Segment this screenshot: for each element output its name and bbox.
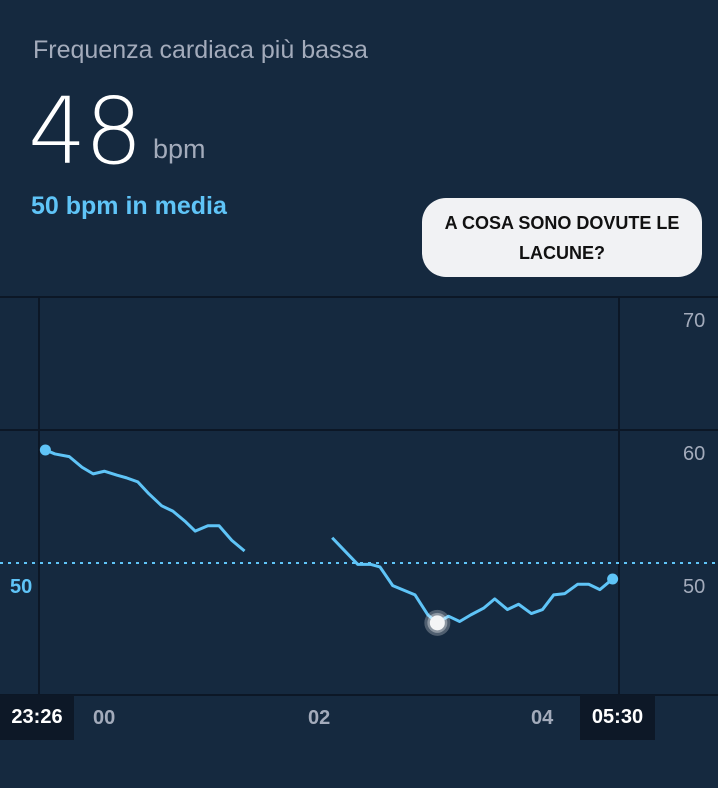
x-tick-label: 00 <box>93 707 116 729</box>
heart-rate-line-segment <box>331 536 614 625</box>
start-time-label: 23:26 <box>0 695 74 740</box>
gaps-info-button[interactable]: A COSA SONO DOVUTE LE LACUNE? <box>422 198 702 277</box>
end-point <box>607 573 619 585</box>
x-tick-label: 04 <box>531 707 554 729</box>
x-tick-label: 02 <box>308 707 331 729</box>
average-label: 50 <box>10 576 33 598</box>
y-tick-label: 60 <box>683 443 706 465</box>
heart-rate-line-segment <box>44 448 246 553</box>
average-text: 50 bpm in media <box>31 192 227 220</box>
metric-value: 48 <box>28 78 143 185</box>
metric-title: Frequenza cardiaca più bassa <box>33 36 368 64</box>
min-point-marker[interactable] <box>429 615 445 631</box>
gaps-info-label: A COSA SONO DOVUTE LE LACUNE? <box>444 212 680 263</box>
y-tick-label: 50 <box>683 576 706 598</box>
series-group <box>39 444 619 636</box>
y-tick-label: 70 <box>683 310 706 332</box>
start-point <box>39 444 51 456</box>
end-time-label: 05:30 <box>580 695 655 740</box>
metric-unit: bpm <box>153 134 206 164</box>
